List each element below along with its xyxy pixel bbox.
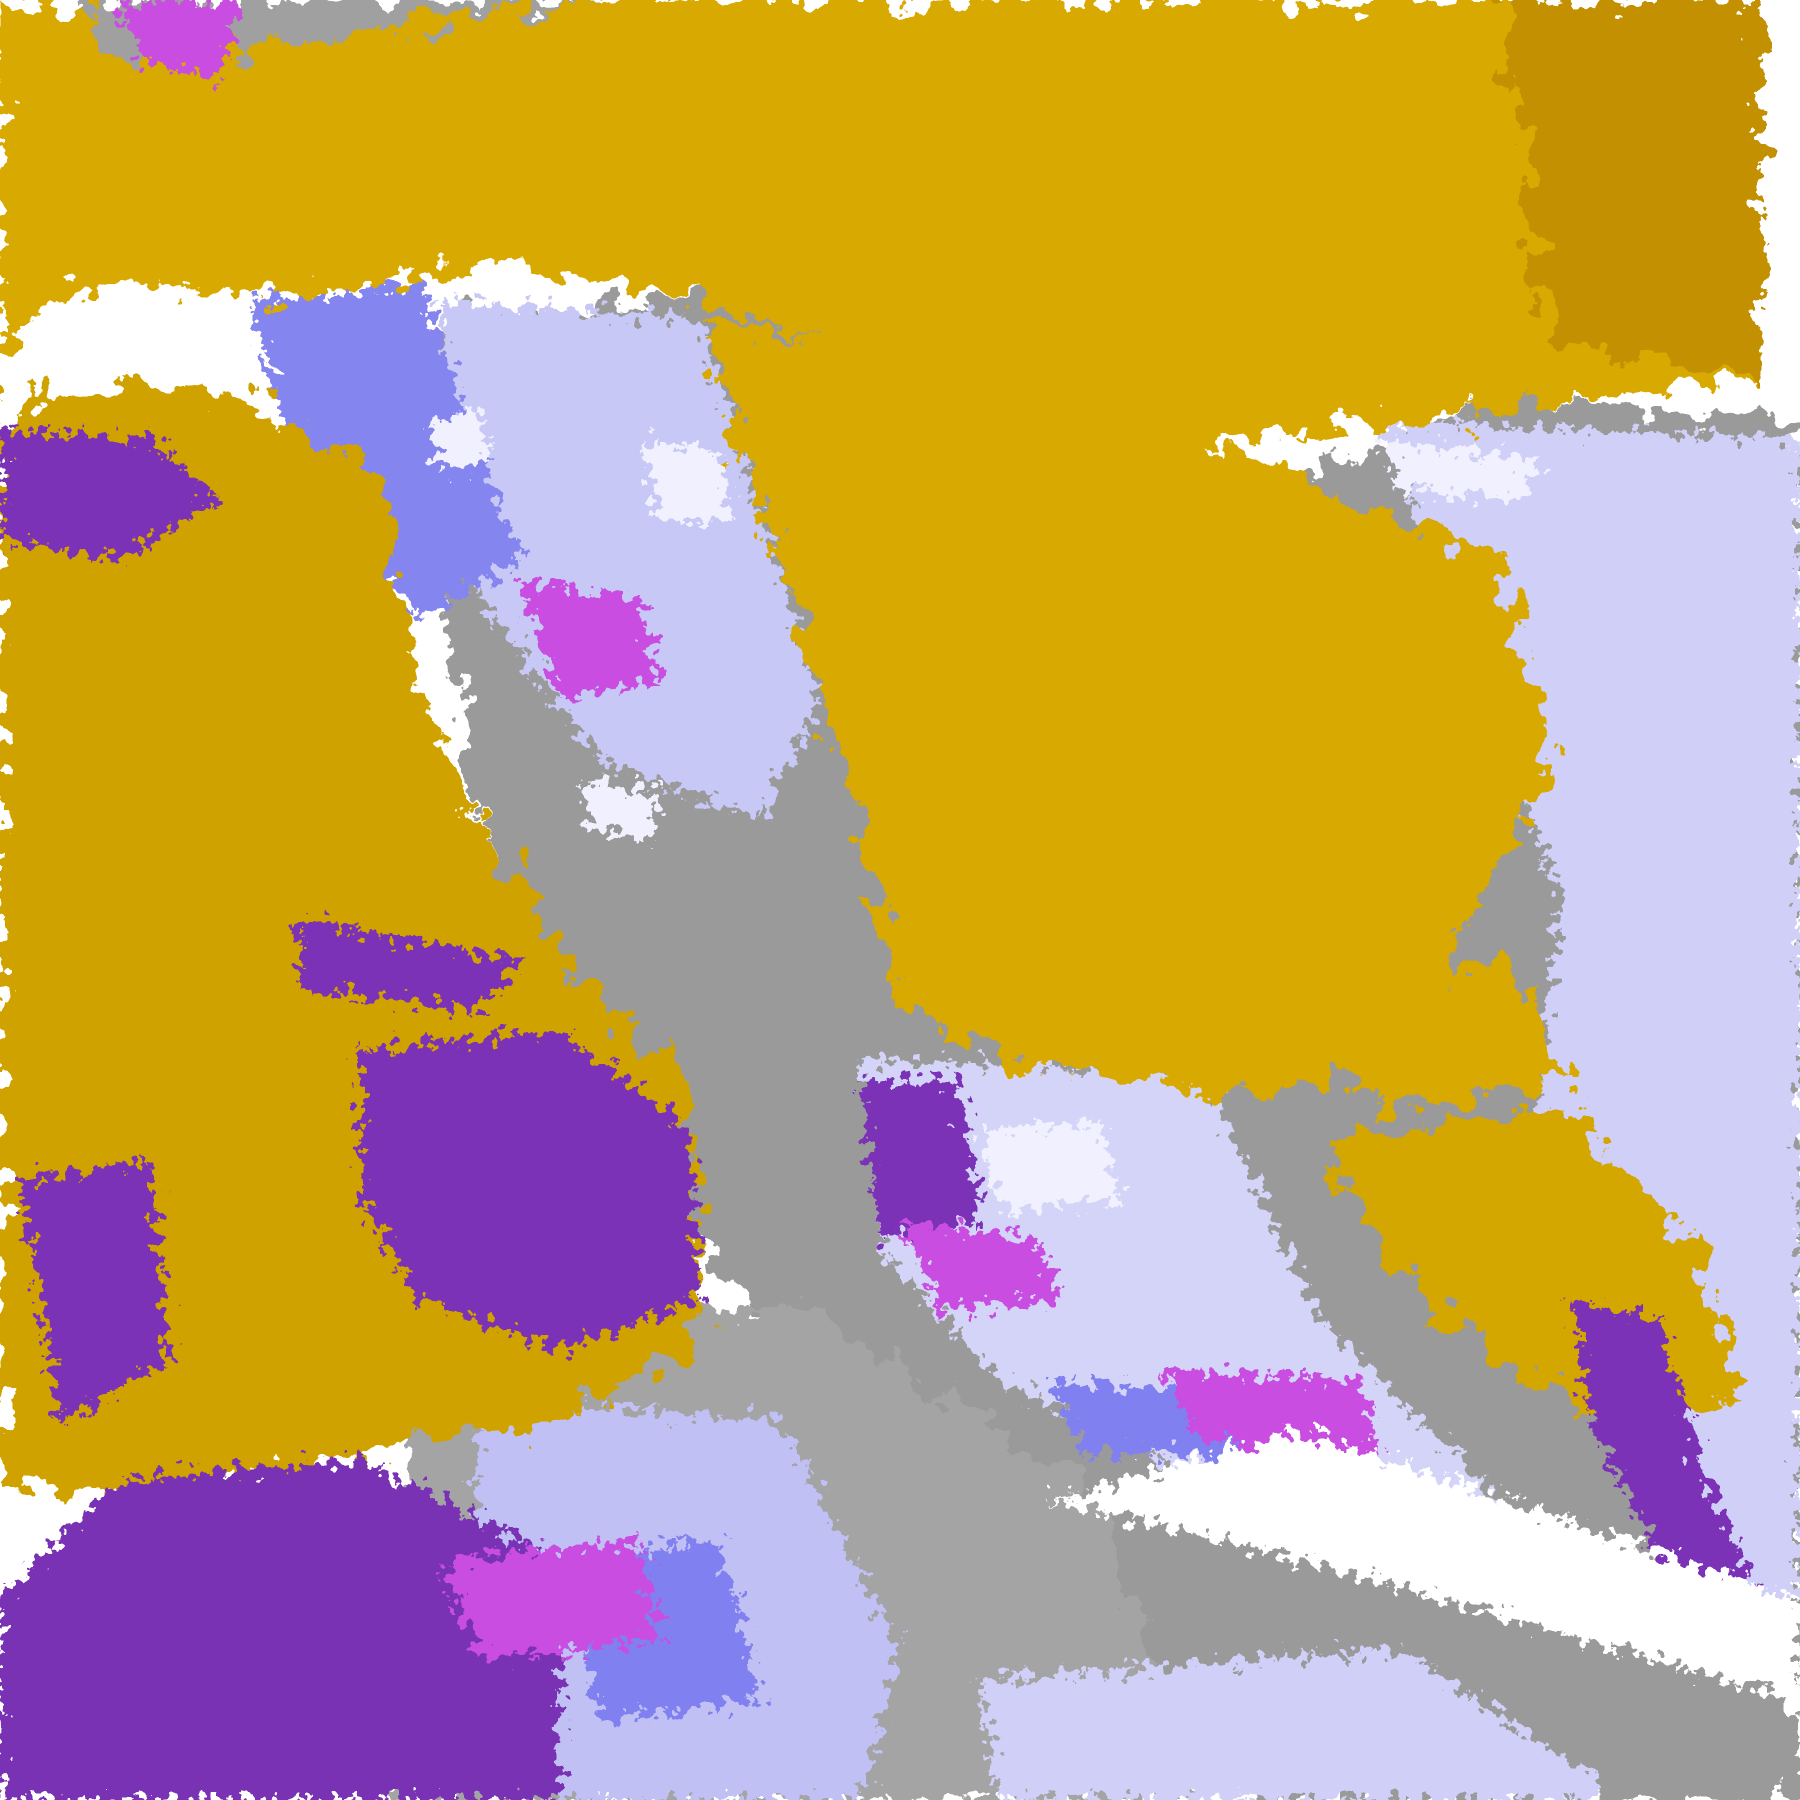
white-cloud <box>640 440 730 520</box>
lavender-cloud <box>980 1650 1600 1800</box>
purple-region <box>0 430 220 560</box>
gold-region <box>1500 0 1760 380</box>
magenta-region <box>520 580 660 700</box>
white-cloud <box>580 780 660 840</box>
purple-region <box>360 1030 700 1350</box>
purple-region <box>20 1160 170 1420</box>
gold-region <box>0 0 1760 460</box>
purple-region <box>1570 1300 1760 1600</box>
gold-region <box>700 320 1550 1100</box>
lavender-cloud <box>440 300 820 820</box>
purple-layer <box>0 430 1760 1800</box>
white-cloud <box>980 1120 1120 1210</box>
gold-region <box>1300 960 1580 1110</box>
purple-region <box>0 1460 560 1800</box>
magenta-region <box>120 0 240 80</box>
magenta-region <box>900 1220 1060 1310</box>
blue-cloud <box>250 280 520 620</box>
magenta-region <box>440 1540 660 1660</box>
magenta-region <box>1160 1370 1380 1460</box>
purple-region <box>860 1080 980 1240</box>
clear-sky <box>1050 1430 1800 1700</box>
magenta-layer <box>120 0 1380 1660</box>
white-cloud-tops <box>430 410 1800 1700</box>
purple-region <box>300 920 520 1010</box>
white-cloud <box>430 410 490 470</box>
white-cloud <box>1380 440 1540 500</box>
